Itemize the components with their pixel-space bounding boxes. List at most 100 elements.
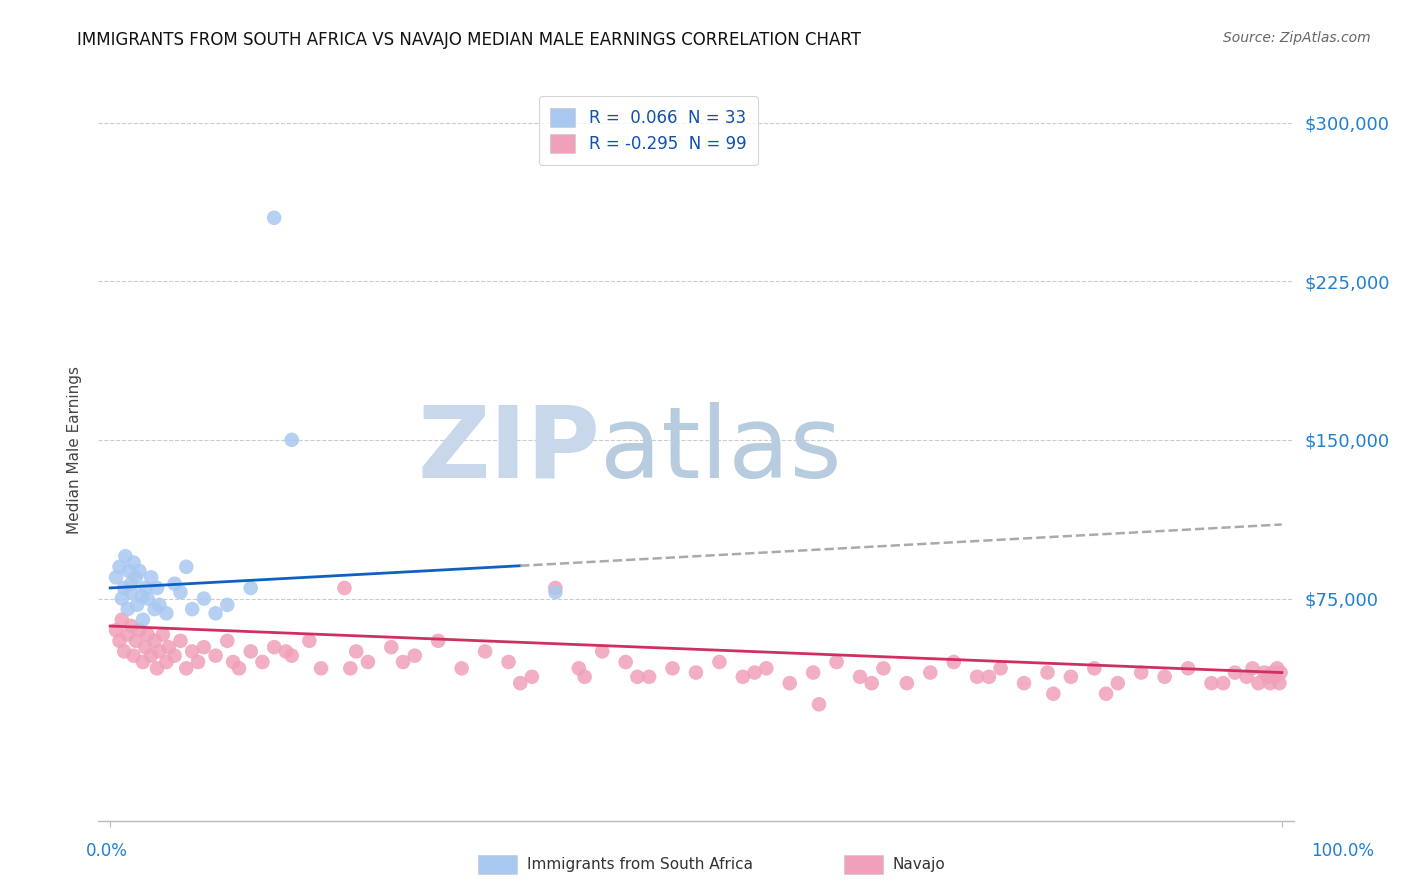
Immigrants from South Africa xyxy=(117,602,139,616)
Navajo xyxy=(1153,670,1175,684)
Immigrants from South Africa xyxy=(120,576,142,591)
Y-axis label: Median Male Earnings: Median Male Earnings xyxy=(67,367,83,534)
Navajo xyxy=(1257,670,1279,684)
Navajo xyxy=(146,661,169,675)
Navajo xyxy=(1241,661,1264,675)
Navajo xyxy=(474,644,496,658)
Navajo xyxy=(896,676,918,690)
Immigrants from South Africa xyxy=(544,585,567,599)
Navajo xyxy=(1247,676,1270,690)
Navajo xyxy=(148,644,170,658)
Navajo xyxy=(112,644,135,658)
Navajo xyxy=(685,665,707,680)
Navajo xyxy=(1265,661,1288,675)
Immigrants from South Africa xyxy=(125,570,148,584)
Immigrants from South Africa xyxy=(108,559,131,574)
Text: atlas: atlas xyxy=(600,402,842,499)
Navajo xyxy=(187,655,209,669)
Navajo xyxy=(339,661,361,675)
Navajo xyxy=(807,698,830,712)
Immigrants from South Africa xyxy=(148,598,170,612)
Immigrants from South Africa xyxy=(217,598,239,612)
Navajo xyxy=(1264,670,1286,684)
Text: Source: ZipAtlas.com: Source: ZipAtlas.com xyxy=(1223,31,1371,45)
Navajo xyxy=(744,665,766,680)
Navajo xyxy=(977,670,1000,684)
Navajo xyxy=(1177,661,1199,675)
Navajo xyxy=(143,633,166,648)
Navajo xyxy=(942,655,965,669)
Text: Immigrants from South Africa: Immigrants from South Africa xyxy=(527,857,754,871)
Navajo xyxy=(860,676,883,690)
Navajo xyxy=(709,655,731,669)
Navajo xyxy=(174,661,197,675)
Immigrants from South Africa xyxy=(105,570,128,584)
Navajo xyxy=(125,633,148,648)
Navajo xyxy=(614,655,637,669)
Text: ZIP: ZIP xyxy=(418,402,600,499)
Navajo xyxy=(105,624,128,638)
Navajo xyxy=(1036,665,1059,680)
Immigrants from South Africa xyxy=(111,591,134,606)
Immigrants from South Africa xyxy=(141,570,163,584)
Navajo xyxy=(568,661,591,675)
Text: Navajo: Navajo xyxy=(893,857,946,871)
Navajo xyxy=(661,661,683,675)
Navajo xyxy=(1253,665,1275,680)
Immigrants from South Africa xyxy=(169,585,191,599)
Navajo xyxy=(1212,676,1234,690)
Navajo xyxy=(1258,676,1281,690)
Navajo xyxy=(239,644,262,658)
Navajo xyxy=(181,644,204,658)
Navajo xyxy=(357,655,380,669)
Navajo xyxy=(193,640,215,655)
Navajo xyxy=(1012,676,1035,690)
Navajo xyxy=(169,633,191,648)
Navajo xyxy=(872,661,894,675)
Navajo xyxy=(1042,687,1064,701)
Navajo xyxy=(755,661,778,675)
Immigrants from South Africa xyxy=(114,549,136,564)
Immigrants from South Africa xyxy=(281,433,304,447)
Immigrants from South Africa xyxy=(181,602,204,616)
Navajo xyxy=(544,581,567,595)
Navajo xyxy=(1261,665,1284,680)
Navajo xyxy=(228,661,250,675)
Navajo xyxy=(309,661,332,675)
Navajo xyxy=(1268,676,1291,690)
Immigrants from South Africa xyxy=(120,585,142,599)
Navajo xyxy=(120,619,142,633)
Navajo xyxy=(157,640,180,655)
Navajo xyxy=(380,640,402,655)
Navajo xyxy=(1201,676,1223,690)
Immigrants from South Africa xyxy=(163,576,186,591)
Immigrants from South Africa xyxy=(239,581,262,595)
Navajo xyxy=(274,644,297,658)
Navajo xyxy=(1130,665,1153,680)
Navajo xyxy=(626,670,648,684)
Navajo xyxy=(1107,676,1129,690)
Immigrants from South Africa xyxy=(136,591,159,606)
Navajo xyxy=(731,670,754,684)
Navajo xyxy=(966,670,988,684)
Immigrants from South Africa xyxy=(143,602,166,616)
Immigrants from South Africa xyxy=(131,590,153,604)
Navajo xyxy=(404,648,426,663)
Navajo xyxy=(252,655,274,669)
Immigrants from South Africa xyxy=(263,211,285,225)
Navajo xyxy=(1083,661,1105,675)
Navajo xyxy=(591,644,613,658)
Navajo xyxy=(920,665,942,680)
Navajo xyxy=(298,633,321,648)
Navajo xyxy=(263,640,285,655)
Immigrants from South Africa xyxy=(134,581,156,595)
Text: IMMIGRANTS FROM SOUTH AFRICA VS NAVAJO MEDIAN MALE EARNINGS CORRELATION CHART: IMMIGRANTS FROM SOUTH AFRICA VS NAVAJO M… xyxy=(77,31,862,49)
Navajo xyxy=(128,624,150,638)
Immigrants from South Africa xyxy=(127,598,149,612)
Navajo xyxy=(1060,670,1083,684)
Navajo xyxy=(344,644,367,658)
Immigrants from South Africa xyxy=(118,564,141,578)
Immigrants from South Africa xyxy=(122,556,145,570)
Immigrants from South Africa xyxy=(112,581,135,595)
Navajo xyxy=(281,648,304,663)
